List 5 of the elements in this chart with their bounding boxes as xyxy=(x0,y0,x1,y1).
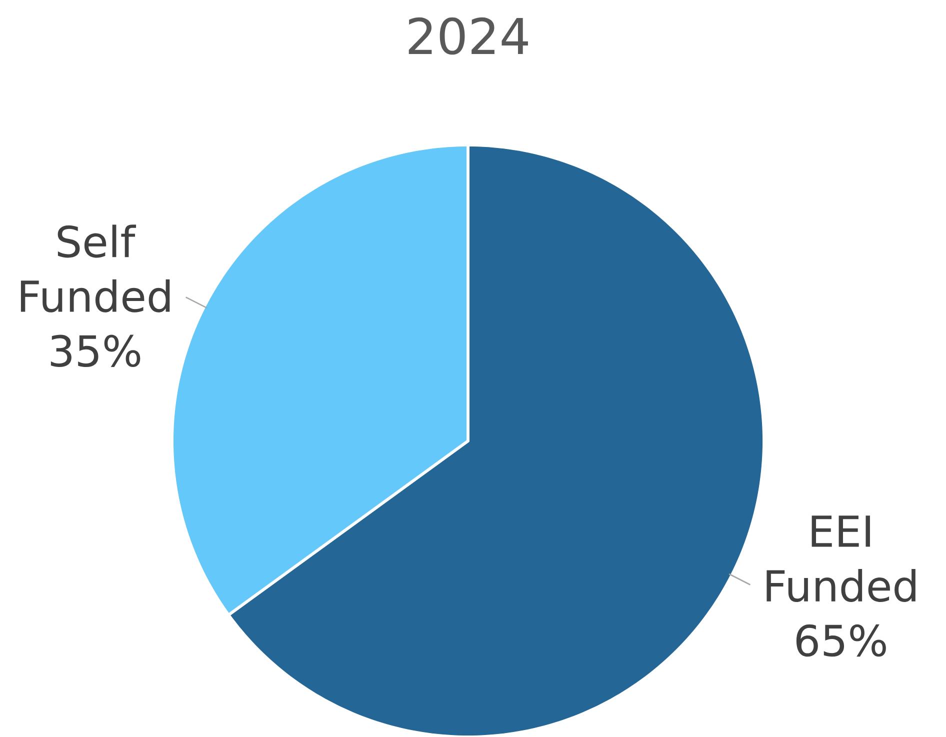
data-label: 65% xyxy=(796,624,886,657)
data-label: 35% xyxy=(50,334,140,368)
slice-label: Self Funded xyxy=(20,224,170,312)
slice-label: EEI Funded xyxy=(766,516,916,602)
chart-title: 2024 xyxy=(408,17,528,55)
